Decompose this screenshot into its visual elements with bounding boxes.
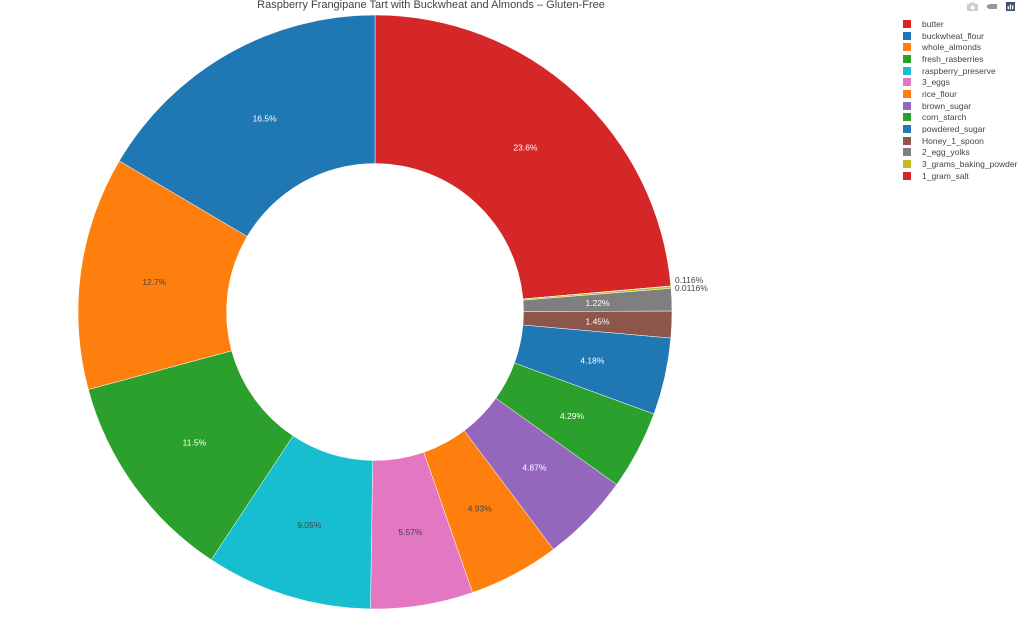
slice-label-corn_starch: 4.29%: [560, 411, 585, 421]
legend-item-whole_almonds[interactable]: whole_almonds: [903, 41, 1017, 53]
legend-label: whole_almonds: [922, 42, 982, 53]
legend-swatch: [903, 54, 911, 63]
slice-label-2_egg_yolks: 1.22%: [586, 298, 611, 308]
legend-item-raspberry_preserve[interactable]: raspberry_preserve: [903, 65, 1017, 77]
slice-label-rice_flour: 4.93%: [468, 504, 493, 514]
legend-label: fresh_rasberries: [922, 53, 984, 64]
slice-label-3_grams_baking_powder: 0.116%: [675, 275, 704, 285]
legend-item-rice_flour[interactable]: rice_flour: [903, 88, 1017, 100]
legend-label: 1_gram_salt: [922, 170, 969, 181]
legend-swatch: [903, 101, 911, 110]
legend-swatch: [903, 43, 911, 52]
modebar: [967, 2, 1016, 11]
legend-item-powdered_sugar[interactable]: powdered_sugar: [903, 123, 1017, 135]
legend-swatch: [903, 171, 911, 180]
legend-swatch: [903, 125, 911, 134]
slice-label-brown_sugar: 4.87%: [522, 463, 547, 473]
legend-label: brown_sugar: [922, 100, 972, 111]
legend-label: buckwheat_flour: [922, 30, 984, 41]
legend-label: 3_eggs: [922, 77, 950, 88]
legend-swatch: [903, 66, 911, 75]
legend-label: powdered_sugar: [922, 124, 986, 135]
camera-icon[interactable]: [967, 2, 978, 11]
legend-label: 2_egg_yolks: [922, 147, 970, 158]
legend-label: butter: [922, 18, 944, 29]
pan-icon[interactable]: [986, 2, 997, 11]
donut-chart: 23.6% 0.0116%0.116% 1.22% 1.45% 4.18% 4.29% 4.…: [77, 14, 708, 610]
legend-item-1_gram_salt[interactable]: 1_gram_salt: [903, 170, 1017, 182]
slice-label-Honey_1_spoon: 1.45%: [585, 316, 610, 326]
slice-label-powdered_sugar: 4.18%: [580, 355, 605, 365]
legend-item-Honey_1_spoon[interactable]: Honey_1_spoon: [903, 135, 1017, 147]
legend-item-fresh_rasberries[interactable]: fresh_rasberries: [903, 53, 1017, 65]
legend-item-2_egg_yolks[interactable]: 2_egg_yolks: [903, 147, 1017, 159]
slice-label-buckwheat_flour: 16.5%: [253, 114, 278, 124]
legend-item-brown_sugar[interactable]: brown_sugar: [903, 100, 1017, 112]
legend-item-3_grams_baking_powder[interactable]: 3_grams_baking_powder: [903, 158, 1017, 170]
slice-butter[interactable]: [374, 14, 672, 300]
legend-label: raspberry_preserve: [922, 65, 996, 76]
slice-label-raspberry_preserve: 9.05%: [297, 520, 322, 530]
slice-buckwheat_flour[interactable]: [118, 14, 376, 237]
legend-item-buckwheat_flour[interactable]: buckwheat_flour: [903, 30, 1017, 42]
legend-label: Honey_1_spoon: [922, 135, 984, 146]
legend-swatch: [903, 19, 911, 28]
legend-swatch: [903, 136, 911, 145]
legend-label: corn_starch: [922, 112, 967, 123]
legend-item-butter[interactable]: butter: [903, 18, 1017, 30]
legend-swatch: [903, 89, 911, 98]
legend-swatch: [903, 113, 911, 122]
slice-label-1_gram_salt: 0.0116%: [675, 283, 708, 293]
legend-swatch: [903, 78, 911, 87]
slice-label-3_eggs: 5.57%: [398, 527, 423, 537]
chart-title: Raspberry Frangipane Tart with Buckwheat…: [257, 0, 605, 11]
slice-label-fresh_rasberries: 11.5%: [183, 437, 207, 447]
legend: butter buckwheat_flour whole_almonds fresh_…: [903, 18, 1017, 182]
slice-label-whole_almonds: 12.7%: [142, 277, 167, 287]
legend-label: rice_flour: [922, 88, 957, 99]
legend-swatch: [903, 148, 911, 157]
legend-item-3_eggs[interactable]: 3_eggs: [903, 76, 1017, 88]
legend-label: 3_grams_baking_powder: [922, 159, 1018, 170]
legend-swatch: [903, 160, 911, 169]
legend-swatch: [903, 31, 911, 40]
slice-whole_almonds[interactable]: [77, 160, 248, 390]
plotly-logo-icon[interactable]: [1005, 2, 1016, 11]
legend-item-corn_starch[interactable]: corn_starch: [903, 112, 1017, 124]
slice-label-butter: 23.6%: [513, 143, 538, 153]
